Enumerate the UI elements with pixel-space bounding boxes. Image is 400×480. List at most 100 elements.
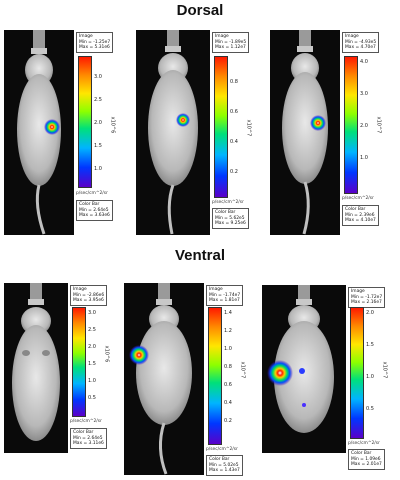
info-line: Min = -1.89e5 bbox=[215, 39, 247, 45]
info-line: Min = -1.25e7 bbox=[79, 39, 111, 45]
mouse-dorsal-1-graphic bbox=[17, 30, 61, 235]
info-line: Color Bar bbox=[345, 207, 366, 212]
info-line: Image bbox=[215, 34, 229, 39]
scale-tick-label: 1.0 bbox=[94, 166, 102, 172]
mouse-image bbox=[136, 30, 210, 235]
scale-tick-label: 1.2 bbox=[224, 328, 232, 334]
info-line: Image bbox=[73, 287, 87, 292]
units-label: p/sec/cm^2/sr bbox=[212, 200, 244, 205]
info-line: Min = 1.09e6 bbox=[351, 456, 381, 462]
dorsal-panel-3: Image Min = -4.93e5 Max = 4.70e7 4.0 3.0… bbox=[270, 30, 396, 235]
scale-exponent-label: x10^7 bbox=[381, 361, 388, 379]
color-scale-bar bbox=[78, 56, 92, 188]
scale-tick-label: 0.4 bbox=[230, 139, 238, 145]
info-line: Max = 1.12e7 bbox=[215, 45, 246, 50]
mouse-image bbox=[4, 30, 74, 235]
scale-tick-label: 1.0 bbox=[88, 378, 96, 384]
scale-tick-label: 1.0 bbox=[366, 374, 374, 380]
color-bar-range-box: Color Bar Min = 2.39e6 Max = 4.10e7 bbox=[342, 205, 379, 226]
scale-tick-label: 0.5 bbox=[366, 406, 374, 412]
scale-exponent-label: x10^6 bbox=[103, 345, 110, 363]
scale-tick-label: 3.0 bbox=[94, 74, 102, 80]
mouse-image bbox=[270, 30, 340, 235]
color-bar-range-box: Color Bar Min = 2.64e5 Max = 3.11e6 bbox=[70, 428, 107, 449]
mouse-image bbox=[4, 283, 68, 453]
ventral-panel-2: Image Min = -1.74e7 Max = 1.81e7 1.4 1.2… bbox=[124, 283, 260, 476]
color-scale-bar bbox=[350, 307, 364, 439]
info-line: Color Bar bbox=[79, 202, 100, 207]
info-line: Min = -2.86e6 bbox=[73, 292, 105, 298]
units-label: p/sec/cm^2/sr bbox=[206, 447, 238, 452]
dorsal-panel-1: Image Min = -1.25e7 Max = 5.31e6 3.0 2.5… bbox=[4, 30, 128, 235]
info-line: Max = 2.01e7 bbox=[351, 462, 382, 467]
info-line: Color Bar bbox=[73, 430, 94, 435]
scale-tick-label: 0.6 bbox=[224, 382, 232, 388]
info-line: Min = -1.72e7 bbox=[351, 294, 383, 300]
units-label: p/sec/cm^2/sr bbox=[342, 196, 374, 201]
scale-exponent-label: x10^6 bbox=[109, 116, 116, 134]
color-scale-bar bbox=[344, 56, 358, 194]
units-label: p/sec/cm^2/sr bbox=[76, 191, 108, 196]
info-line: Max = 4.70e7 bbox=[345, 45, 376, 50]
info-line: Image bbox=[351, 289, 365, 294]
scale-tick-label: 3.0 bbox=[360, 91, 368, 97]
scale-tick-label: 3.0 bbox=[88, 310, 96, 316]
color-bar-range-box: Color Bar Min = 5.62e5 Max = 9.25e6 bbox=[212, 208, 249, 229]
info-line: Color Bar bbox=[351, 451, 372, 456]
info-line: Min = -4.93e5 bbox=[345, 39, 377, 45]
scale-tick-label: 4.0 bbox=[360, 59, 368, 65]
scale-tick-label: 1.4 bbox=[224, 310, 232, 316]
info-line: Image bbox=[345, 34, 359, 39]
units-label: p/sec/cm^2/sr bbox=[70, 419, 102, 424]
scale-exponent-label: x10^7 bbox=[239, 361, 246, 379]
scale-tick-label: 2.0 bbox=[360, 123, 368, 129]
scale-tick-label: 2.5 bbox=[88, 327, 96, 333]
scale-tick-label: 1.5 bbox=[94, 143, 102, 149]
units-label: p/sec/cm^2/sr bbox=[348, 441, 380, 446]
scale-tick-label: 0.2 bbox=[224, 418, 232, 424]
info-line: Min = 5.62e5 bbox=[215, 215, 245, 221]
info-line: Max = 9.25e6 bbox=[215, 221, 246, 226]
image-range-box: Image Min = -2.86e6 Max = 3.95e6 bbox=[70, 285, 108, 306]
mouse-image bbox=[262, 285, 346, 453]
color-scale-bar bbox=[214, 56, 228, 198]
scale-exponent-label: x10^7 bbox=[375, 116, 382, 134]
info-line: Image bbox=[79, 34, 93, 39]
color-bar-range-box: Color Bar Min = 2.64e5 Max = 3.63e6 bbox=[76, 200, 113, 221]
mouse-dorsal-3-graphic bbox=[282, 30, 328, 235]
image-range-box: Image Min = -1.72e7 Max = 2.16e7 bbox=[348, 287, 386, 308]
info-line: Max = 5.31e6 bbox=[79, 45, 110, 50]
info-line: Max = 3.11e6 bbox=[73, 441, 104, 446]
info-line: Min = 2.39e6 bbox=[345, 212, 375, 218]
scale-tick-label: 2.0 bbox=[366, 310, 374, 316]
info-line: Max = 1.43e7 bbox=[209, 468, 240, 473]
color-bar-range-box: Color Bar Min = 5.02e5 Max = 1.43e7 bbox=[206, 455, 243, 476]
info-line: Min = 5.02e5 bbox=[209, 462, 239, 468]
mouse-dorsal-2-graphic bbox=[148, 30, 198, 235]
scale-tick-label: 2.0 bbox=[94, 120, 102, 126]
info-line: Min = -1.74e7 bbox=[209, 292, 241, 298]
image-range-box: Image Min = -4.93e5 Max = 4.70e7 bbox=[342, 32, 380, 53]
color-bar-range-box: Color Bar Min = 1.09e6 Max = 2.01e7 bbox=[348, 449, 385, 470]
info-line: Color Bar bbox=[209, 457, 230, 462]
scale-tick-label: 0.8 bbox=[230, 79, 238, 85]
scale-tick-label: 0.5 bbox=[88, 395, 96, 401]
mouse-image bbox=[124, 283, 204, 475]
ventral-title: Ventral bbox=[174, 247, 226, 264]
info-line: Max = 2.16e7 bbox=[351, 300, 382, 305]
image-range-box: Image Min = -1.25e7 Max = 5.31e6 bbox=[76, 32, 114, 53]
image-range-box: Image Min = -1.89e5 Max = 1.12e7 bbox=[212, 32, 250, 53]
info-line: Max = 3.95e6 bbox=[73, 298, 104, 303]
info-line: Min = 2.64e5 bbox=[79, 207, 109, 213]
scale-tick-label: 1.5 bbox=[88, 361, 96, 367]
scale-tick-label: 1.0 bbox=[224, 346, 232, 352]
scale-tick-label: 1.0 bbox=[360, 155, 368, 161]
color-scale-bar bbox=[208, 307, 222, 445]
mouse-ventral-2-graphic bbox=[129, 283, 192, 475]
info-line: Max = 1.81e7 bbox=[209, 298, 240, 303]
scale-exponent-label: x10^7 bbox=[245, 119, 252, 137]
info-line: Max = 4.10e7 bbox=[345, 218, 376, 223]
ventral-panel-3: Image Min = -1.72e7 Max = 2.16e7 2.0 1.5… bbox=[262, 285, 398, 477]
scale-tick-label: 0.6 bbox=[230, 109, 238, 115]
scale-tick-label: 0.2 bbox=[230, 169, 238, 175]
